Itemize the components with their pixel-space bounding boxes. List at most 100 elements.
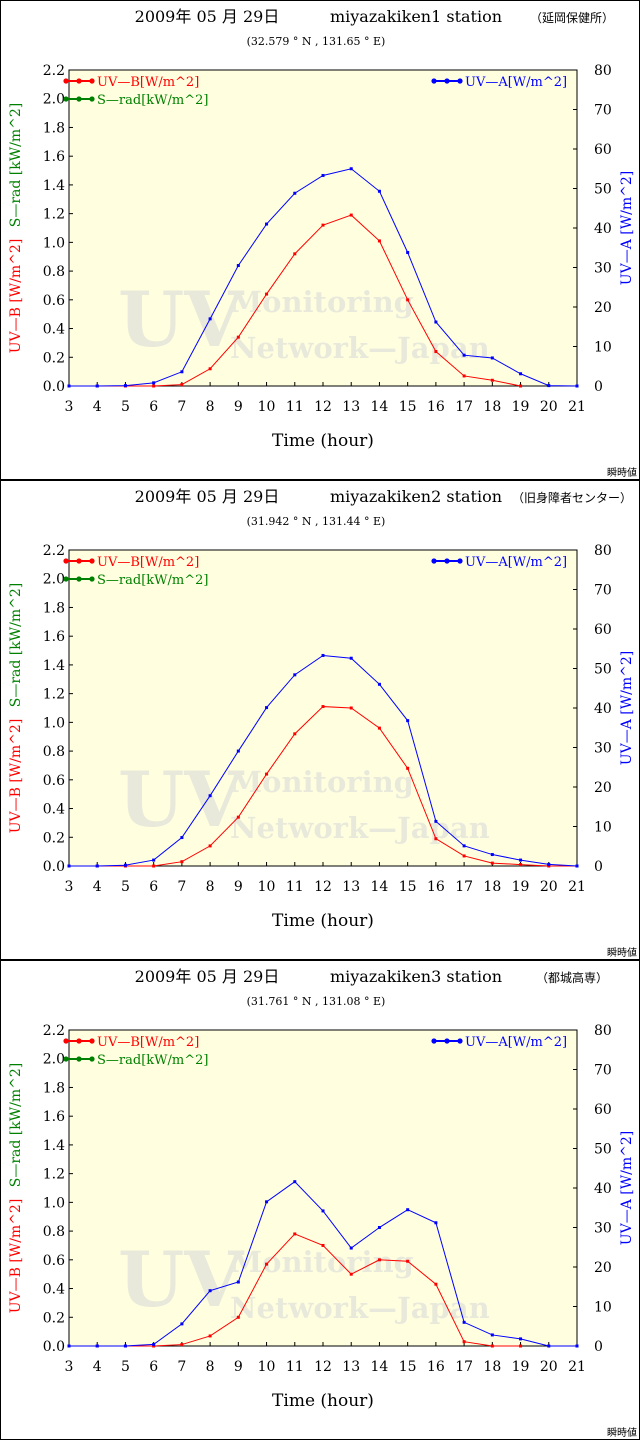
chart-station: miyazakiken2 station bbox=[330, 487, 502, 506]
y-axis-title-srad: S—rad [kW/m^2] bbox=[8, 1063, 24, 1187]
y-right-tick-label: 0 bbox=[594, 859, 603, 875]
chart-panel-3: 2009年 05 月 29日 miyazakiken3 station （都城高専）… bbox=[0, 960, 640, 1440]
legend: UV—B[W/m^2] S—rad[kW/m^2] UV—A[W/m^2] bbox=[63, 555, 567, 588]
legend-srad-marker bbox=[76, 1056, 82, 1062]
data-point bbox=[490, 1344, 494, 1348]
watermark-monitoring: Monitoring bbox=[230, 1245, 414, 1279]
data-point bbox=[152, 1342, 156, 1346]
y-right-tick-label: 60 bbox=[594, 142, 612, 158]
y-right-tick-label: 30 bbox=[594, 261, 612, 277]
legend-uva-label: UV—A[W/m^2] bbox=[465, 1035, 567, 1050]
y-left-tick-label: 2.0 bbox=[43, 572, 65, 588]
y-left-tick-label: 2.2 bbox=[43, 63, 65, 79]
y-left-tick-label: 0.4 bbox=[43, 322, 65, 338]
x-tick-label: 18 bbox=[483, 399, 501, 415]
data-point bbox=[377, 1226, 381, 1229]
data-point bbox=[377, 239, 381, 243]
data-point bbox=[180, 370, 184, 374]
data-point bbox=[490, 1333, 494, 1337]
data-point bbox=[208, 367, 212, 371]
x-tick-label: 16 bbox=[427, 1359, 445, 1375]
legend-srad-marker bbox=[89, 96, 95, 102]
y-left-tick-label: 1.2 bbox=[43, 1167, 65, 1183]
x-tick-label: 10 bbox=[258, 879, 276, 895]
data-point bbox=[406, 1208, 410, 1212]
data-point bbox=[95, 864, 99, 868]
y-axis-title-uvb: UV—B [W/m^2] bbox=[8, 1199, 24, 1314]
x-tick-label: 17 bbox=[455, 879, 473, 895]
legend-uvb-marker bbox=[89, 1038, 95, 1044]
data-point bbox=[236, 749, 240, 753]
x-tick-label: 7 bbox=[177, 399, 186, 415]
data-point bbox=[293, 1180, 297, 1184]
watermark-uv: UV bbox=[118, 275, 245, 364]
legend-uva-marker bbox=[457, 78, 463, 84]
data-point bbox=[208, 844, 212, 848]
y-right-tick-label: 30 bbox=[594, 1221, 612, 1237]
y-left-tick-label: 0.2 bbox=[43, 1310, 65, 1326]
y-left-tick-label: 2.2 bbox=[43, 543, 65, 559]
y-right-tick-label: 10 bbox=[594, 1300, 612, 1316]
note-label: 瞬時値 bbox=[607, 1426, 637, 1439]
data-point bbox=[519, 1337, 523, 1341]
y-right-tick-label: 0 bbox=[594, 379, 603, 395]
x-tick-label: 11 bbox=[286, 879, 304, 895]
data-point bbox=[95, 384, 99, 388]
x-tick-label: 21 bbox=[568, 1359, 586, 1375]
data-point bbox=[321, 653, 325, 657]
x-tick-label: 14 bbox=[371, 399, 389, 415]
watermark-monitoring: Monitoring bbox=[230, 765, 414, 799]
x-tick-label: 14 bbox=[371, 1359, 389, 1375]
y-right-tick-label: 20 bbox=[594, 1260, 612, 1276]
data-point bbox=[321, 173, 325, 177]
y-left-tick-label: 2.0 bbox=[43, 92, 65, 108]
x-tick-label: 10 bbox=[258, 399, 276, 415]
y-right-tick-label: 70 bbox=[594, 1063, 612, 1079]
data-point bbox=[462, 1320, 466, 1324]
data-point bbox=[123, 863, 127, 867]
data-point bbox=[406, 766, 410, 770]
x-tick-label: 16 bbox=[427, 399, 445, 415]
data-point bbox=[547, 1344, 551, 1348]
data-point bbox=[547, 864, 551, 868]
y-right-tick-label: 80 bbox=[594, 63, 612, 79]
chart-date: 2009年 05 月 29日 bbox=[135, 487, 280, 506]
note-label: 瞬時値 bbox=[607, 946, 637, 959]
data-point bbox=[293, 252, 297, 256]
data-point bbox=[406, 298, 410, 302]
x-tick-label: 12 bbox=[314, 399, 332, 415]
y-right-tick-label: 20 bbox=[594, 780, 612, 796]
data-point bbox=[434, 350, 438, 354]
data-point bbox=[208, 317, 212, 321]
watermark-network: Network—Japan bbox=[230, 811, 490, 845]
data-point bbox=[434, 320, 438, 324]
data-point bbox=[462, 353, 466, 357]
x-tick-label: 6 bbox=[149, 1359, 158, 1375]
data-point bbox=[519, 1344, 523, 1348]
legend-uva-marker bbox=[457, 1038, 463, 1044]
chart-station: miyazakiken3 station bbox=[330, 967, 502, 986]
data-point bbox=[377, 682, 381, 686]
y-right-tick-label: 40 bbox=[594, 1181, 612, 1197]
x-tick-label: 19 bbox=[512, 879, 530, 895]
y-left-tick-label: 1.0 bbox=[43, 235, 65, 251]
data-point bbox=[349, 213, 353, 217]
data-point bbox=[575, 384, 579, 388]
x-tick-label: 8 bbox=[206, 879, 215, 895]
data-point bbox=[208, 1334, 212, 1338]
y-left-tick-label: 1.8 bbox=[43, 1080, 65, 1096]
data-point bbox=[575, 1344, 579, 1348]
legend-uvb-marker bbox=[76, 558, 82, 564]
data-point bbox=[152, 1344, 156, 1348]
x-tick-label: 11 bbox=[286, 399, 304, 415]
y-left-tick-label: 1.0 bbox=[43, 715, 65, 731]
chart-panel-1: 2009年 05 月 29日 miyazakiken1 station （延岡保健所… bbox=[0, 0, 640, 480]
x-tick-label: 15 bbox=[399, 879, 417, 895]
y-axis-title-uva: UV—A [W/m^2] bbox=[619, 1131, 635, 1245]
legend-srad-marker bbox=[89, 1056, 95, 1062]
y-left-tick-label: 0.8 bbox=[43, 744, 65, 760]
legend-uva-marker bbox=[444, 78, 450, 84]
x-tick-label: 8 bbox=[206, 1359, 215, 1375]
